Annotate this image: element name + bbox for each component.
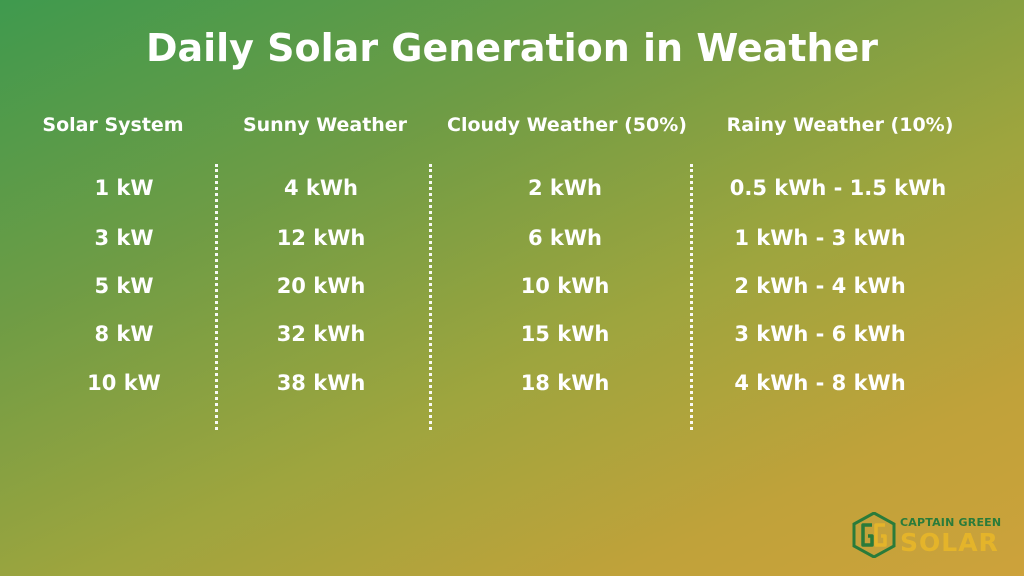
cell-rainy: 4 kWh - 8 kWh xyxy=(734,371,906,395)
header-cloudy-weather: Cloudy Weather (50%) xyxy=(447,114,687,136)
cell-cloudy: 10 kWh xyxy=(520,274,610,298)
cell-cloudy: 2 kWh xyxy=(527,176,602,200)
cell-solar-system: 1 kW xyxy=(94,176,154,200)
cell-cloudy: 6 kWh xyxy=(527,226,602,250)
column-divider xyxy=(215,164,218,430)
cell-sunny: 32 kWh xyxy=(276,322,366,346)
header-solar-system: Solar System xyxy=(42,114,184,136)
header-rainy-weather: Rainy Weather (10%) xyxy=(726,114,954,136)
cell-sunny: 38 kWh xyxy=(276,371,366,395)
cell-solar-system: 10 kW xyxy=(87,371,161,395)
cell-rainy: 2 kWh - 4 kWh xyxy=(734,274,906,298)
cell-rainy: 1 kWh - 3 kWh xyxy=(734,226,906,250)
brand-logo: CAPTAIN GREEN SOLAR xyxy=(852,511,1012,559)
cell-solar-system: 3 kW xyxy=(94,226,154,250)
cell-solar-system: 8 kW xyxy=(94,322,154,346)
logo-text-top: CAPTAIN GREEN xyxy=(900,516,1002,529)
column-divider xyxy=(429,164,432,430)
cell-rainy: 3 kWh - 6 kWh xyxy=(734,322,906,346)
cell-sunny: 20 kWh xyxy=(276,274,366,298)
cell-sunny: 4 kWh xyxy=(283,176,358,200)
column-divider xyxy=(690,164,693,430)
cell-rainy: 0.5 kWh - 1.5 kWh xyxy=(729,176,947,200)
cell-cloudy: 18 kWh xyxy=(520,371,610,395)
cell-cloudy: 15 kWh xyxy=(520,322,610,346)
cell-sunny: 12 kWh xyxy=(276,226,366,250)
cg-monogram-icon xyxy=(852,511,896,559)
cell-solar-system: 5 kW xyxy=(94,274,154,298)
header-sunny-weather: Sunny Weather xyxy=(242,114,408,136)
logo-text-bottom: SOLAR xyxy=(900,528,999,557)
page-title: Daily Solar Generation in Weather xyxy=(145,26,879,70)
